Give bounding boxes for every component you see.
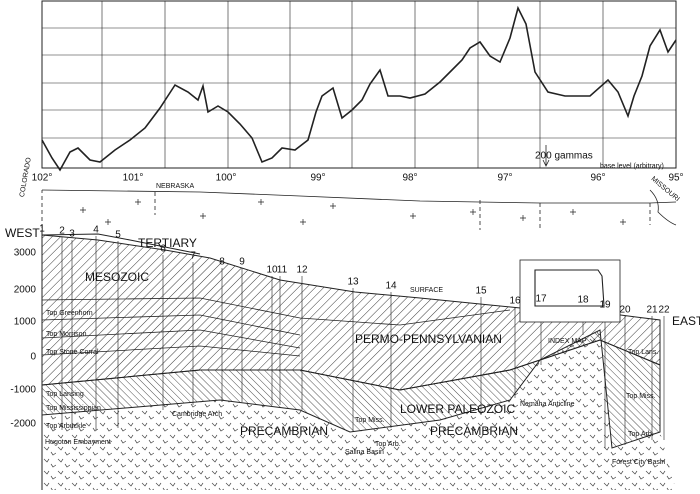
well-number: 5 (115, 230, 121, 241)
longitude-label: 96° (590, 173, 605, 184)
structure-label: Forest City Basin (612, 459, 665, 466)
elevation-label: 1000 (14, 317, 37, 328)
well-number: 8 (219, 257, 225, 268)
top-label: Top Arbuckle (46, 423, 86, 430)
top-label: Top Morrison (46, 331, 87, 338)
top-label: Top Miss. (626, 393, 656, 400)
longitude-label: 102° (32, 173, 53, 184)
cross-section (41, 230, 676, 490)
longitude-label: 98° (402, 173, 417, 184)
elevation-label: -2000 (10, 419, 36, 430)
scale-label: 200 gammas (535, 151, 593, 162)
well-number: 9 (239, 257, 245, 268)
well-number: 10 (266, 265, 278, 276)
unit-label: PRECAMBRIAN (430, 424, 518, 438)
well-number: 3 (69, 229, 75, 240)
structure-label: Hugoton Embayment (45, 439, 111, 446)
unit-label: LOWER PALEOZOIC (400, 402, 515, 416)
well-number: 18 (577, 295, 589, 306)
west-label: WEST (5, 226, 40, 240)
top-label: Top Miss. (355, 417, 385, 424)
well-number: 6 (160, 244, 166, 255)
surface-label: SURFACE (410, 287, 443, 294)
well-number: 15 (475, 286, 487, 297)
structure-label: Nemaha Anticline (520, 401, 575, 408)
well-number: 13 (347, 277, 359, 288)
unit-label: PERMO-PENNSYLVANIAN (355, 332, 502, 346)
elevation-label: -1000 (10, 385, 36, 396)
well-number: 14 (385, 281, 397, 292)
top-label: Top Greenhorn (46, 310, 93, 317)
top-label: Top Arb. (628, 431, 654, 438)
longitude-label: 101° (123, 173, 144, 184)
well-number: 22 (658, 305, 670, 316)
index-map-label: INDEX MAP (548, 338, 587, 345)
index-map (519, 259, 621, 323)
well-number: 2 (59, 226, 65, 237)
well-number: 17 (535, 294, 547, 305)
east-label: EAST (672, 314, 700, 328)
elevation-label: 0 (30, 352, 36, 363)
well-number: 19 (599, 300, 611, 311)
profile-panel (41, 0, 677, 172)
structure-label: Salina Basin (345, 449, 384, 456)
well-number: 16 (509, 296, 521, 307)
state-label: NEBRASKA (156, 183, 194, 190)
unit-label: MESOZOIC (85, 270, 149, 284)
top-label: Top Lans. (628, 349, 658, 356)
elevation-label: 2000 (14, 285, 37, 296)
top-label: Top Stone Corral (46, 349, 99, 356)
well-number: 1 (39, 224, 45, 235)
well-number: 20 (619, 305, 631, 316)
unit-label: PRECAMBRIAN (240, 424, 328, 438)
longitude-label: 95° (668, 173, 683, 184)
top-label: Top Lansing (46, 391, 84, 398)
longitude-label: 99° (310, 173, 325, 184)
base-label: base level (arbitrary) (600, 163, 664, 170)
well-number: 11 (277, 265, 288, 276)
unit-label: TERTIARY (138, 236, 197, 250)
well-number: 12 (296, 265, 308, 276)
well-number: 7 (190, 251, 196, 262)
top-label: Top Mississippian (46, 405, 101, 412)
elevation-label: 3000 (14, 248, 37, 259)
well-number: 4 (93, 225, 99, 236)
map-strip (41, 189, 677, 235)
longitude-label: 97° (497, 173, 512, 184)
top-label: Top Arb. (375, 441, 401, 448)
structure-label: Cambridge Arch (172, 411, 222, 418)
longitude-label: 100° (216, 173, 237, 184)
well-number: 21 (646, 305, 658, 316)
